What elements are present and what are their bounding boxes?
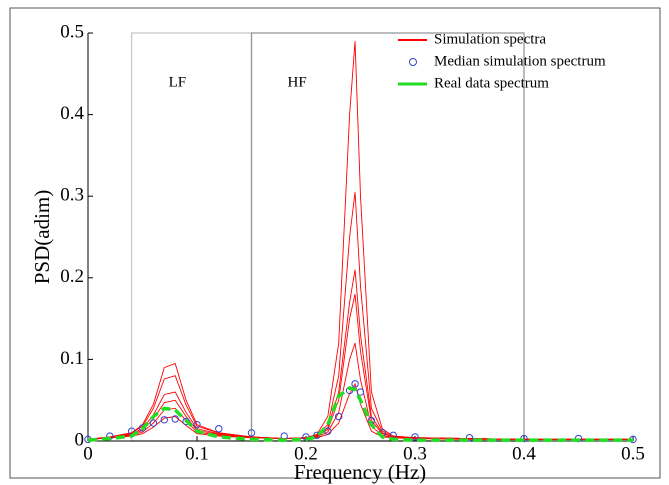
x-tick-label: 0.5 xyxy=(621,443,645,464)
y-tick-label: 0.3 xyxy=(60,185,84,206)
median-point xyxy=(356,388,365,396)
y-tick-label: 0 xyxy=(75,429,85,450)
legend-label: Real data spectrum xyxy=(434,75,549,91)
x-tick-label: 0.3 xyxy=(403,443,427,464)
median-point xyxy=(411,433,419,441)
legend-marker xyxy=(409,58,417,66)
y-tick-label: 0.4 xyxy=(60,103,84,124)
median-point xyxy=(171,415,179,423)
median-point xyxy=(247,429,256,437)
median-point xyxy=(335,412,343,421)
y-tick-label: 0.1 xyxy=(60,348,84,369)
median-point xyxy=(160,416,169,424)
x-axis-label: Frequency (Hz) xyxy=(294,460,426,484)
band-box xyxy=(130,32,253,442)
simulation-line xyxy=(87,269,633,440)
legend-label: Simulation spectra xyxy=(434,31,546,47)
simulation-line xyxy=(87,342,633,440)
band-box xyxy=(250,32,525,442)
x-tick-label: 0.4 xyxy=(512,443,536,464)
y-tick-label: 0.2 xyxy=(60,266,84,287)
real-data-line xyxy=(87,386,633,442)
median-point xyxy=(149,419,158,427)
median-point xyxy=(193,420,201,429)
y-tick-label: 0.5 xyxy=(60,21,84,42)
band-label: HF xyxy=(288,74,307,90)
x-tick-label: 0 xyxy=(83,443,93,464)
band-label: LF xyxy=(169,74,187,90)
median-point xyxy=(215,425,223,433)
median-point xyxy=(138,424,147,432)
simulation-line xyxy=(87,382,633,440)
median-point xyxy=(324,427,332,435)
x-tick-label: 0.1 xyxy=(185,443,209,464)
y-axis-label: PSD(adim) xyxy=(30,190,54,285)
figure-frame xyxy=(9,7,661,479)
median-point xyxy=(351,380,359,388)
median-point xyxy=(465,434,474,442)
legend-label: Median simulation spectrum xyxy=(434,53,606,69)
x-tick-label: 0.2 xyxy=(294,443,318,464)
